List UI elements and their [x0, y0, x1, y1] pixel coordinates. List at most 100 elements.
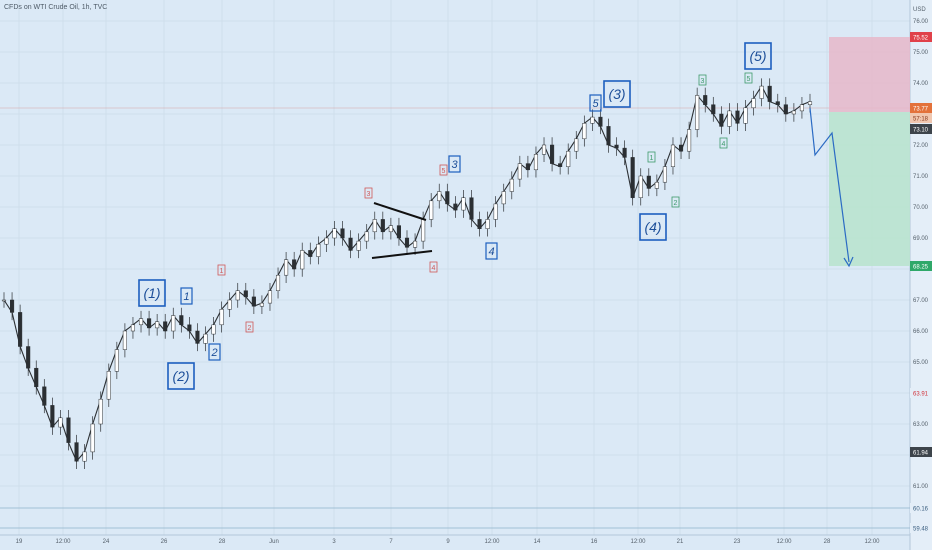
- candle-body: [348, 237, 353, 251]
- wave-label-3-minor-box: [448, 155, 461, 173]
- candle-body: [179, 315, 184, 326]
- candle-body: [767, 85, 772, 102]
- x-tick-label: 12:00: [864, 539, 880, 545]
- candle-body: [735, 110, 740, 124]
- projection-arrowhead: [843, 256, 854, 268]
- candle-body: [501, 191, 506, 205]
- candle-body: [300, 250, 305, 270]
- candle-body: [227, 299, 232, 310]
- candle-body: [421, 219, 426, 242]
- subwave-label-2-red-box: [245, 321, 254, 333]
- wave-label-4-major-box: [639, 213, 667, 241]
- candle-body: [42, 386, 47, 406]
- y-tick-label: 63.00: [913, 422, 929, 428]
- y-tick-label: 72.00: [913, 143, 929, 149]
- candle-body: [614, 144, 619, 149]
- wave-label-5-minor: 5: [592, 98, 599, 110]
- candle-body: [106, 371, 111, 400]
- price-tag-top-bg: [910, 103, 932, 113]
- candle-body: [26, 346, 31, 369]
- candle-body: [453, 203, 458, 211]
- candle-body: [574, 138, 579, 152]
- take-profit-zone: [829, 112, 910, 266]
- candle-body: [1, 299, 7, 302]
- price-tag-level-63: 63.91: [913, 392, 929, 398]
- candle-body: [396, 225, 401, 239]
- candle-body: [332, 228, 337, 239]
- candle-body: [445, 191, 450, 205]
- subwave-label-4-green: 4: [722, 141, 726, 148]
- wave-label-2-major: (2): [172, 368, 189, 384]
- candle-body: [155, 321, 160, 329]
- candle-body: [138, 318, 144, 326]
- candle-body: [50, 405, 55, 428]
- candle-body: [759, 85, 764, 99]
- candle-body: [509, 178, 514, 192]
- candle-body: [525, 163, 530, 171]
- price-tag-level-63-bg: [910, 388, 932, 398]
- subwave-label-1-red: 1: [220, 268, 224, 275]
- candle-body: [807, 101, 813, 105]
- candle-body: [284, 259, 289, 276]
- x-tick-label: 9: [446, 539, 450, 545]
- x-tick-label: 24: [103, 539, 110, 545]
- x-tick-label: 3: [332, 539, 336, 545]
- candle-body: [356, 240, 361, 251]
- candle-body: [308, 250, 313, 257]
- y-tick-label: 71.00: [913, 174, 929, 180]
- candle-body: [251, 296, 256, 307]
- candle-body: [598, 116, 603, 127]
- candle-body: [590, 116, 595, 124]
- x-tick-label: 12:00: [484, 539, 500, 545]
- candle-body: [533, 154, 539, 171]
- candle-body: [316, 243, 321, 257]
- candle-body: [485, 219, 490, 229]
- x-tick-label: Jun: [269, 539, 279, 545]
- candle-body: [429, 200, 434, 220]
- candle-body: [171, 315, 176, 332]
- candle-body: [541, 144, 547, 155]
- x-tick-label: 14: [534, 539, 541, 545]
- candle-body: [646, 175, 651, 189]
- subwave-label-3-red-box: [364, 187, 373, 199]
- candle-body: [622, 147, 627, 158]
- subwave-label-3-red: 3: [367, 191, 371, 198]
- candle-body: [654, 181, 659, 189]
- candle-body: [638, 175, 643, 198]
- x-tick-label: 23: [734, 539, 741, 545]
- candle-body: [461, 197, 466, 211]
- candle-body: [130, 324, 136, 332]
- candle-body: [195, 330, 200, 344]
- subwave-label-4-red: 4: [432, 265, 436, 272]
- triangle-upper-line: [373, 202, 427, 221]
- candle-body: [18, 312, 23, 347]
- candle-body: [477, 219, 482, 229]
- candle-body: [719, 113, 724, 127]
- chart-title: CFDs on WTI Crude Oil, 1h, TVC: [4, 4, 108, 11]
- x-tick-label: 12:00: [630, 539, 646, 545]
- price-tag-target-bg: [910, 261, 932, 271]
- candle-body: [380, 219, 385, 233]
- candle-body: [219, 309, 224, 326]
- candle-body: [493, 203, 498, 220]
- wave-label-5-major: (5): [749, 48, 766, 64]
- candle-body: [267, 290, 273, 304]
- x-tick-label: 19: [16, 539, 23, 545]
- candle-body: [799, 104, 804, 112]
- candle-body: [275, 274, 281, 291]
- wave-label-4-minor-box: [485, 242, 498, 260]
- price-tag-level-59-bg: [910, 523, 932, 533]
- candle-body: [114, 349, 119, 372]
- price-tag-countdown: 57:18: [913, 117, 929, 123]
- price-tag-top: 73.77: [913, 107, 929, 113]
- candle-body: [292, 259, 297, 270]
- y-tick-label: 74.00: [913, 81, 929, 87]
- price-tag-target: 68.25: [913, 265, 929, 271]
- candle-body: [670, 144, 676, 167]
- candle-body: [695, 95, 700, 130]
- candle-body: [791, 110, 796, 115]
- wave-label-3-major: (3): [608, 86, 625, 102]
- price-tag-stop: 75.52: [913, 36, 929, 42]
